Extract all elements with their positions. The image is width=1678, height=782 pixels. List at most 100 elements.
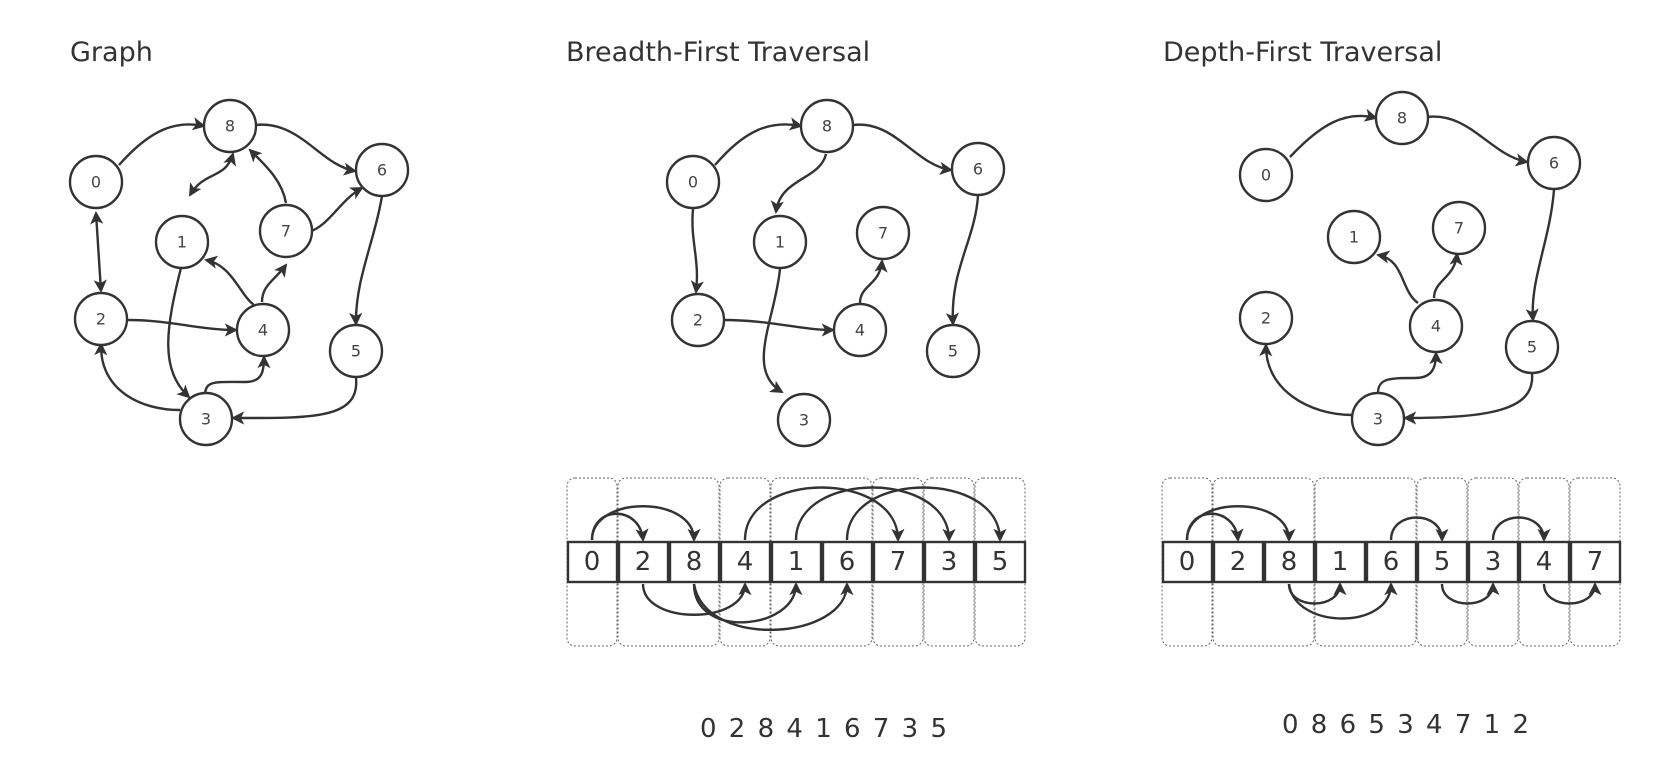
node-label: 8	[822, 117, 832, 136]
dfs-cell: 0	[1161, 540, 1214, 584]
bfs-tree-nodes: 0 8 6 1 7 2 4 5 3	[665, 98, 1006, 448]
dfs-cell-label: 8	[1281, 547, 1298, 577]
dfs-arc-6-5	[1389, 516, 1449, 542]
bfs-cell-label: 3	[941, 547, 958, 577]
node-label: 7	[878, 224, 888, 243]
dfs-panel: 0 8 6 1 7 2 4 5 3 0 2 8 1 6 5 3	[1161, 90, 1622, 740]
edge-0-2	[90, 211, 107, 293]
bfs-arc-4-7	[743, 486, 905, 542]
graph-node-4: 4	[235, 302, 291, 358]
dfs-cell-label: 2	[1230, 547, 1247, 577]
edge-4-1	[204, 255, 255, 306]
node-label: 7	[1454, 219, 1464, 238]
dfs-tree-edges	[1259, 108, 1556, 425]
dfs-edge-3-4	[1376, 351, 1443, 394]
bfs-cell-label: 4	[737, 547, 754, 577]
bfs-cell-label: 2	[635, 547, 652, 577]
bfs-edge-0-8	[714, 117, 803, 166]
bfs-cell: 8	[668, 540, 721, 584]
dfs-stack-arrows	[1185, 505, 1602, 620]
dfs-node-8: 8	[1374, 90, 1430, 146]
edge-3-4	[203, 355, 271, 397]
edge-6-5	[349, 195, 384, 326]
graph-node-8: 8	[202, 98, 258, 154]
dfs-arc-3-4	[1491, 516, 1551, 542]
dfs-cell-label: 4	[1536, 547, 1553, 577]
node-label: 3	[799, 411, 809, 430]
graph-nodes: 0 8 6 1 7 2 4 5 3	[68, 98, 410, 447]
edge-3-2	[94, 342, 181, 412]
dfs-arc-8-6	[1287, 582, 1398, 620]
node-label: 0	[688, 173, 698, 192]
node-label: 4	[258, 321, 268, 340]
bfs-queue: 0 2 8 4 1 6 7 3 5	[566, 540, 1027, 584]
dfs-cell: 7	[1569, 540, 1622, 584]
bfs-edge-1-3	[762, 268, 784, 394]
bfs-cell-label: 5	[992, 547, 1009, 577]
bfs-node-8: 8	[799, 98, 855, 154]
node-label: 1	[1349, 228, 1359, 247]
bfs-cell: 7	[872, 540, 925, 584]
edge-5-3	[231, 377, 358, 425]
bfs-queue-arrows	[590, 486, 1007, 632]
dfs-edge-3-2	[1259, 343, 1353, 417]
dfs-node-0: 0	[1238, 147, 1294, 203]
dfs-node-5: 5	[1504, 319, 1560, 375]
graph-node-7: 7	[258, 203, 314, 259]
bfs-node-5: 5	[925, 323, 981, 379]
dfs-cell: 8	[1263, 540, 1316, 584]
dfs-cell-label: 7	[1587, 547, 1604, 577]
node-label: 0	[1261, 166, 1271, 185]
dfs-stack: 0 2 8 1 6 5 3 4 7	[1161, 540, 1622, 584]
dfs-cell: 1	[1314, 540, 1367, 584]
graph-edges	[90, 117, 384, 425]
bfs-cell-label: 8	[686, 547, 703, 577]
node-label: 7	[281, 222, 291, 241]
dfs-arc-0-8	[1185, 505, 1296, 542]
bfs-edge-0-2	[690, 208, 704, 294]
bfs-edge-2-4	[723, 318, 835, 337]
edge-0-8	[118, 117, 206, 166]
dfs-cell-label: 5	[1434, 547, 1451, 577]
bfs-order: 0 2 8 4 1 6 7 3 5	[700, 714, 949, 744]
dfs-tree-nodes: 0 8 6 1 7 2 4 5 3	[1238, 90, 1582, 447]
node-label: 6	[973, 160, 983, 179]
dfs-cell-label: 1	[1332, 547, 1349, 577]
bfs-cell-label: 7	[890, 547, 907, 577]
dfs-title: Depth-First Traversal	[1163, 37, 1442, 68]
dfs-arc-4-7	[1542, 582, 1602, 605]
node-label: 2	[1261, 309, 1271, 328]
node-label: 6	[377, 161, 387, 180]
bfs-arc-2-4	[641, 582, 752, 616]
bfs-edge-8-6	[852, 123, 953, 175]
bfs-cell: 3	[923, 540, 976, 584]
edge-2-4	[127, 318, 238, 337]
graph-node-3: 3	[178, 391, 234, 447]
bfs-node-7: 7	[855, 205, 911, 261]
bfs-node-4: 4	[832, 302, 888, 358]
dfs-arc-5-3	[1440, 582, 1500, 605]
dfs-node-7: 7	[1431, 200, 1487, 256]
bfs-node-6: 6	[950, 141, 1006, 197]
bfs-title: Breadth-First Traversal	[566, 37, 870, 68]
bfs-cell-label: 6	[839, 547, 856, 577]
graph-panel: 0 8 6 1 7 2 4 5 3	[68, 98, 410, 447]
dfs-cell-label: 3	[1485, 547, 1502, 577]
edge-7-6	[308, 186, 364, 234]
dfs-node-1: 1	[1326, 209, 1382, 265]
bfs-arc-1-3	[794, 486, 956, 542]
bfs-node-3: 3	[776, 392, 832, 448]
dfs-node-6: 6	[1526, 135, 1582, 191]
bfs-node-2: 2	[670, 292, 726, 348]
bfs-panel: 0 8 6 1 7 2 4 5 3 0 2 8 4 1 6 7	[566, 98, 1027, 744]
dfs-cell-label: 6	[1383, 547, 1400, 577]
bfs-cell-label: 0	[584, 547, 601, 577]
bfs-cell: 1	[770, 540, 823, 584]
edge-4-7	[260, 263, 288, 303]
edge-7-8	[248, 148, 288, 204]
bfs-cell: 6	[821, 540, 874, 584]
edge-8-6	[254, 123, 357, 176]
edge-8-1	[188, 152, 236, 197]
dfs-edge-4-1	[1376, 250, 1419, 304]
